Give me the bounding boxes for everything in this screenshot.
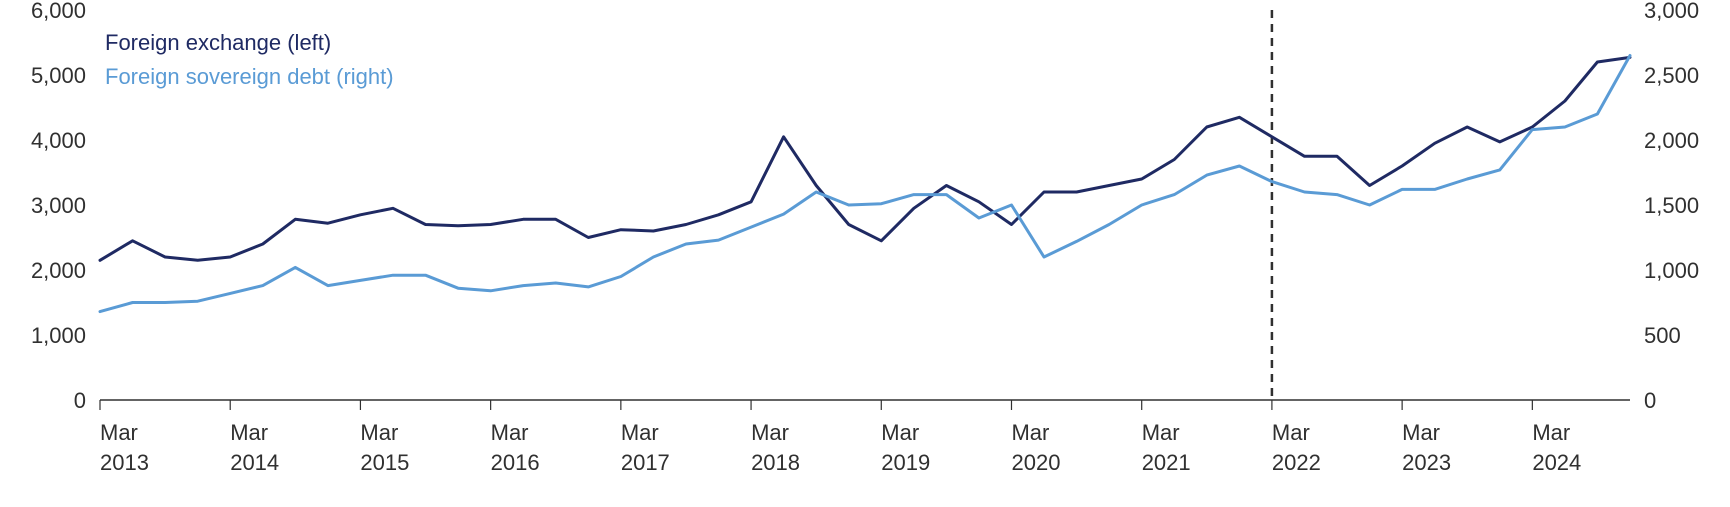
x-tick-label-line1: Mar: [1011, 420, 1049, 445]
y-left-tick-label: 5,000: [31, 63, 86, 88]
x-tick-label-line2: 2018: [751, 450, 800, 475]
x-tick-label-line1: Mar: [100, 420, 138, 445]
x-tick-label-line2: 2015: [360, 450, 409, 475]
x-tick-label-line1: Mar: [1402, 420, 1440, 445]
x-tick-label-line1: Mar: [881, 420, 919, 445]
chart-container: 0 1,000 2,000 3,000 4,000 5,000 6,000 0 500 1,000…: [0, 0, 1730, 507]
y-right-tick-label: 0: [1644, 388, 1656, 413]
y-right-tick-label: 1,500: [1644, 193, 1699, 218]
y-right-tick-label: 3,000: [1644, 0, 1699, 23]
legend-label: Foreign sovereign debt (right): [105, 64, 394, 89]
x-tick-label-line2: 2023: [1402, 450, 1451, 475]
x-tick-label-line1: Mar: [1272, 420, 1310, 445]
x-tick-label-line1: Mar: [1532, 420, 1570, 445]
x-tick-label-line2: 2024: [1532, 450, 1581, 475]
x-tick-label-line2: 2020: [1011, 450, 1060, 475]
x-tick-label-line2: 2016: [491, 450, 540, 475]
x-tick-label-line1: Mar: [491, 420, 529, 445]
x-tick-label-line2: 2022: [1272, 450, 1321, 475]
y-right-tick-label: 500: [1644, 323, 1681, 348]
x-tick-label-line2: 2013: [100, 450, 149, 475]
y-left-tick-label: 6,000: [31, 0, 86, 23]
y-right-tick-label: 1,000: [1644, 258, 1699, 283]
y-left-tick-label: 0: [74, 388, 86, 413]
x-tick-label-line1: Mar: [751, 420, 789, 445]
x-tick-label-line2: 2014: [230, 450, 279, 475]
x-tick-label-line1: Mar: [360, 420, 398, 445]
x-tick-label-line1: Mar: [1142, 420, 1180, 445]
line-chart: 0 1,000 2,000 3,000 4,000 5,000 6,000 0 500 1,000…: [0, 0, 1730, 507]
x-tick-label-line1: Mar: [230, 420, 268, 445]
y-left-tick-label: 1,000: [31, 323, 86, 348]
y-left-tick-label: 3,000: [31, 193, 86, 218]
x-tick-label-line2: 2019: [881, 450, 930, 475]
y-right-tick-label: 2,000: [1644, 128, 1699, 153]
x-tick-label-line2: 2017: [621, 450, 670, 475]
x-tick-label-line2: 2021: [1142, 450, 1191, 475]
x-tick-label-line1: Mar: [621, 420, 659, 445]
y-right-tick-label: 2,500: [1644, 63, 1699, 88]
y-left-tick-label: 4,000: [31, 128, 86, 153]
legend-label: Foreign exchange (left): [105, 30, 331, 55]
y-left-tick-label: 2,000: [31, 258, 86, 283]
